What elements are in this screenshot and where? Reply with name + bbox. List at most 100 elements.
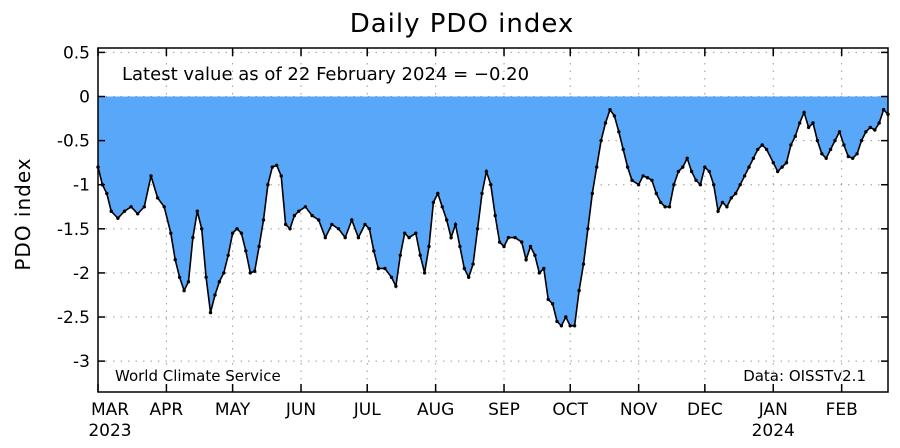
data-point [422, 271, 427, 275]
data-point [440, 205, 444, 209]
data-point [244, 249, 248, 253]
data-point [833, 138, 837, 143]
data-point [859, 138, 864, 143]
data-point [542, 266, 546, 271]
x-year-label: 2024 [752, 421, 795, 441]
data-point [738, 183, 742, 187]
data-point [685, 156, 689, 160]
data-point [186, 280, 191, 284]
data-point [751, 156, 756, 160]
data-point [275, 163, 279, 167]
data-point [155, 196, 160, 200]
y-tick-label: -2 [73, 264, 90, 284]
data-point [191, 235, 195, 240]
data-point [279, 174, 283, 178]
data-point [756, 147, 760, 152]
y-tick-label: -0.5 [57, 132, 90, 152]
x-month-label: FEB [826, 400, 858, 420]
data-point [881, 108, 886, 112]
data-point [462, 266, 466, 271]
x-month-label: AUG [417, 400, 454, 420]
data-point [564, 315, 568, 319]
data-point [824, 156, 828, 160]
data-point [806, 125, 811, 130]
data-point [336, 227, 341, 231]
data-point [716, 209, 720, 213]
data-point [356, 235, 361, 240]
x-month-label: DEC [687, 400, 723, 420]
data-point [734, 191, 738, 196]
data-point [497, 240, 502, 244]
data-point [253, 269, 257, 273]
data-point [169, 231, 173, 235]
data-point [559, 324, 564, 328]
data-point [528, 244, 533, 249]
data-point [595, 165, 599, 169]
data-point [283, 222, 288, 227]
data-point [712, 183, 716, 187]
y-axis-ticks: 0.5 0 -0.5 -1 -1.5 -2 -2.5 -3 [57, 43, 888, 372]
data-point [239, 231, 244, 235]
data-point [630, 178, 634, 182]
pdo-series-points [96, 108, 890, 328]
data-point [568, 324, 572, 328]
data-point [292, 213, 297, 218]
data-point [177, 275, 182, 279]
data-point [625, 165, 630, 169]
data-point [436, 191, 440, 196]
data-point [537, 271, 541, 275]
y-tick-label: -2.5 [57, 308, 90, 328]
data-point [376, 266, 380, 271]
data-point [222, 271, 226, 275]
data-point [506, 235, 511, 240]
data-point [403, 231, 407, 235]
data-point [449, 235, 453, 240]
source-right-label: Data: OISSTv2.1 [743, 367, 866, 385]
data-point [815, 138, 820, 143]
data-point [330, 222, 334, 227]
y-tick-label: -1 [73, 176, 90, 196]
data-point [270, 165, 274, 169]
data-point [621, 147, 625, 152]
data-point [502, 244, 506, 249]
data-point [636, 183, 641, 187]
data-point [489, 183, 493, 187]
y-tick-label: 0.5 [63, 43, 90, 63]
data-point [851, 156, 855, 160]
source-left-label: World Climate Service [115, 367, 281, 385]
x-month-label: JUL [353, 400, 381, 420]
data-point [784, 161, 789, 165]
latest-value-annotation: Latest value as of 22 February 2024 = −0… [122, 64, 529, 85]
data-point [367, 227, 372, 231]
data-point [689, 169, 694, 174]
data-point [475, 227, 480, 231]
data-point [453, 222, 458, 227]
data-point [612, 114, 617, 118]
data-point [698, 183, 703, 187]
data-point [846, 154, 850, 159]
data-point [200, 227, 204, 231]
data-point [288, 227, 292, 231]
data-point [555, 319, 559, 324]
data-point [480, 191, 484, 196]
data-point [645, 176, 650, 180]
data-point [513, 235, 517, 240]
data-point [676, 169, 681, 174]
data-point [577, 288, 581, 293]
y-tick-label: -3 [73, 352, 90, 372]
data-point [641, 174, 645, 178]
data-point [603, 121, 608, 125]
data-point [213, 293, 217, 297]
chart-title: Daily PDO index [350, 9, 575, 39]
x-month-label: OCT [552, 400, 588, 420]
data-point [182, 288, 186, 293]
data-point [798, 121, 802, 125]
data-point [873, 128, 877, 132]
x-year-label: 2023 [88, 421, 131, 441]
data-point [546, 297, 550, 302]
data-point [694, 178, 698, 182]
data-point [235, 227, 239, 231]
data-point [868, 125, 872, 130]
data-point [703, 165, 707, 169]
data-point [230, 231, 235, 235]
